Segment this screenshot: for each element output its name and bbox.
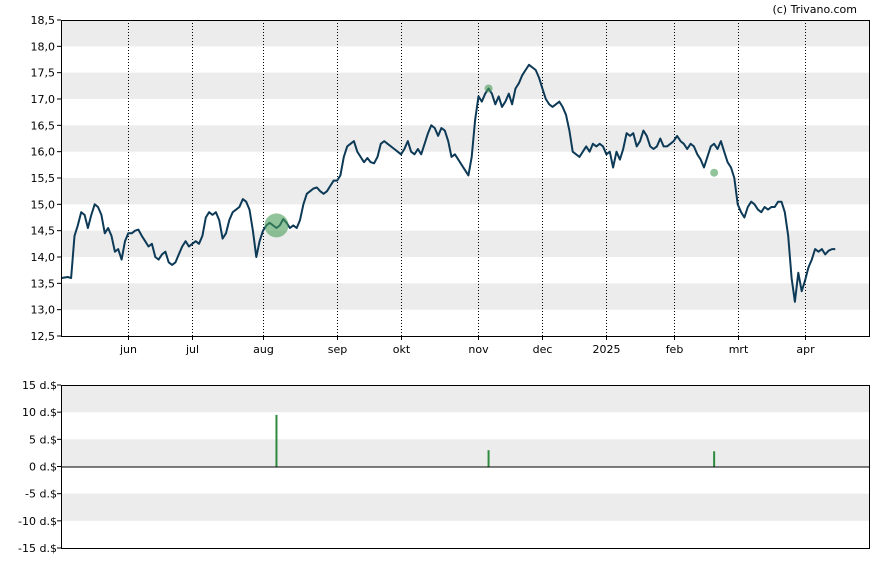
x-tick-label: feb bbox=[666, 343, 684, 356]
price-band bbox=[61, 72, 869, 99]
price-band bbox=[61, 125, 869, 152]
x-tick-label: okt bbox=[393, 343, 411, 356]
price-y-tick-label: 15,0 bbox=[31, 198, 56, 211]
x-tick-label: nov bbox=[468, 343, 489, 356]
price-band bbox=[61, 178, 869, 205]
price-y-tick-label: 16,0 bbox=[31, 146, 56, 159]
price-y-tick-label: 17,5 bbox=[31, 67, 56, 80]
price-y-tick-label: 12,5 bbox=[31, 330, 56, 343]
price-y-tick-label: 14,0 bbox=[31, 251, 56, 264]
price-marker bbox=[710, 168, 719, 177]
price-y-tick-label: 17,0 bbox=[31, 93, 56, 106]
x-tick-label: jun bbox=[119, 343, 137, 356]
price-line-group bbox=[60, 63, 836, 303]
volume-band bbox=[61, 439, 869, 467]
volume-y-tick-label: -10 d.$ bbox=[18, 515, 57, 528]
volume-y-ticks: 15 d.$ 10 d.$ 5 d.$ 0 d.$ -5 d.$ -10 d.$ -15 d… bbox=[18, 379, 61, 555]
volume-band bbox=[61, 385, 869, 413]
volume-plot-frame bbox=[61, 385, 870, 549]
x-tick-label: 2025 bbox=[593, 343, 621, 356]
price-marker bbox=[484, 84, 493, 93]
volume-y-tick-label: 0 d.$ bbox=[29, 461, 57, 474]
volume-bars bbox=[275, 414, 716, 467]
price-y-tick-label: 13,5 bbox=[31, 277, 56, 290]
volume-bar bbox=[275, 414, 278, 467]
price-y-tick-label: 14,5 bbox=[31, 225, 56, 238]
price-series-line bbox=[60, 63, 836, 303]
volume-bar bbox=[713, 451, 716, 467]
price-y-tick-label: 16,5 bbox=[31, 119, 56, 132]
x-tick-label: jul bbox=[185, 343, 199, 356]
credit-text: (c) Trivano.com bbox=[772, 3, 857, 16]
price-bands bbox=[61, 20, 869, 310]
x-tick-label: sep bbox=[328, 343, 347, 356]
volume-y-tick-label: 15 d.$ bbox=[22, 379, 57, 392]
price-y-ticks: 12,5 13,0 13,5 14,0 14,5 15,0 15,5 16,0 16,5 17,0… bbox=[31, 14, 61, 343]
volume-bands bbox=[61, 385, 869, 521]
volume-band bbox=[61, 493, 869, 521]
price-plot-frame bbox=[61, 20, 870, 337]
volume-y-tick-label: -5 d.$ bbox=[25, 488, 57, 501]
price-marker bbox=[264, 213, 289, 238]
price-band bbox=[61, 20, 869, 47]
volume-bar bbox=[487, 450, 490, 467]
x-tick-label: aug bbox=[253, 343, 274, 356]
price-band bbox=[61, 283, 869, 310]
x-tick-label: dec bbox=[533, 343, 553, 356]
price-band bbox=[61, 230, 869, 257]
volume-y-tick-label: 5 d.$ bbox=[29, 433, 57, 446]
price-y-tick-label: 15,5 bbox=[31, 172, 56, 185]
volume-y-tick-label: 10 d.$ bbox=[22, 406, 57, 419]
x-tick-label: apr bbox=[796, 343, 815, 356]
volume-y-tick-label: -15 d.$ bbox=[18, 542, 57, 555]
price-y-tick-label: 18,0 bbox=[31, 40, 56, 53]
price-x-ticks: jun jul aug sep okt nov dec 2025 feb mrt apr bbox=[119, 336, 815, 356]
price-markers bbox=[264, 84, 719, 238]
x-tick-label: mrt bbox=[729, 343, 749, 356]
price-y-tick-label: 13,0 bbox=[31, 304, 56, 317]
price-y-tick-label: 18,5 bbox=[31, 14, 56, 27]
